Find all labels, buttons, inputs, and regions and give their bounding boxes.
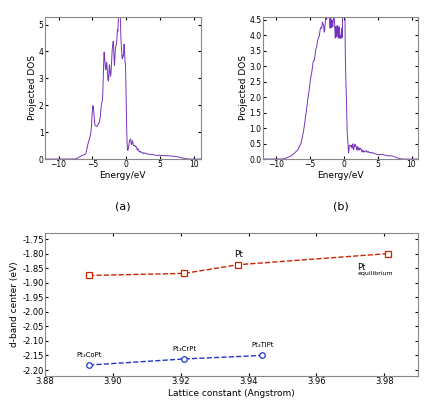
Y-axis label: Projected DOS: Projected DOS <box>239 55 248 120</box>
X-axis label: Energy/eV: Energy/eV <box>100 171 146 180</box>
Text: (a): (a) <box>115 202 130 212</box>
Y-axis label: Projected DOS: Projected DOS <box>28 55 37 120</box>
X-axis label: Energy/eV: Energy/eV <box>317 171 364 180</box>
Text: Pt₃CoPt: Pt₃CoPt <box>76 352 102 358</box>
X-axis label: Lattice constant (Angstrom): Lattice constant (Angstrom) <box>168 389 295 398</box>
Text: Pt: Pt <box>234 250 243 259</box>
Text: Pt: Pt <box>357 263 366 272</box>
Text: equilibrium: equilibrium <box>357 271 393 276</box>
Text: Pt₃TiPt: Pt₃TiPt <box>251 342 273 348</box>
Text: (b): (b) <box>332 202 348 212</box>
Y-axis label: d-band center (eV): d-band center (eV) <box>10 262 19 347</box>
Text: Pt₃CrPt: Pt₃CrPt <box>172 346 196 352</box>
